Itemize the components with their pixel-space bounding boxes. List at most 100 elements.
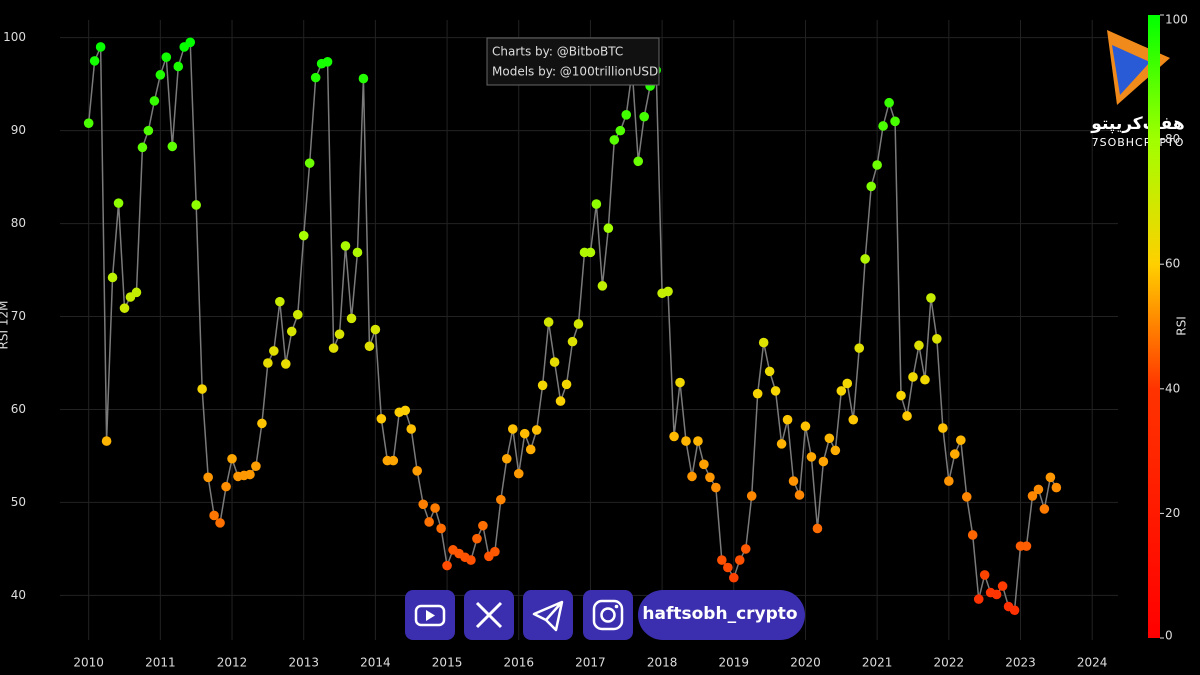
point	[567, 336, 578, 347]
annotation-frame	[486, 37, 660, 86]
point	[257, 418, 267, 429]
colorbar-tick-label: 40	[1165, 381, 1180, 395]
point	[304, 158, 315, 168]
point	[854, 343, 865, 353]
point	[161, 52, 172, 62]
point	[878, 121, 888, 131]
point	[961, 492, 972, 502]
point	[800, 421, 811, 432]
x-tick-label: 2012	[217, 656, 248, 670]
point	[944, 476, 954, 486]
point	[573, 319, 584, 329]
point	[191, 200, 201, 210]
point	[967, 530, 978, 540]
point	[920, 374, 930, 385]
point	[424, 517, 434, 527]
annotation: Models by: @100trillionUSD	[492, 65, 658, 79]
point	[621, 110, 632, 120]
point	[364, 341, 375, 352]
point	[549, 357, 560, 367]
point	[728, 572, 739, 583]
logo: هفت‌کریپتو 7SOBHCRYPTO	[1090, 30, 1185, 149]
x-tick-label: 2023	[1005, 656, 1036, 670]
point	[149, 96, 160, 106]
point	[979, 570, 990, 580]
point	[723, 562, 733, 573]
point	[734, 555, 745, 565]
point	[746, 491, 757, 501]
point	[537, 380, 548, 391]
colorbar-tick-label: 60	[1165, 257, 1180, 271]
point	[501, 453, 512, 464]
point	[185, 37, 196, 48]
y-tick-label: 60	[11, 402, 26, 416]
point	[615, 125, 626, 136]
point	[370, 324, 381, 335]
point	[298, 230, 309, 241]
colorbar	[1148, 15, 1160, 638]
point	[890, 116, 900, 127]
point	[442, 560, 452, 571]
point	[496, 494, 506, 505]
point	[245, 469, 255, 480]
point	[203, 472, 213, 483]
point	[101, 436, 112, 446]
point	[675, 377, 685, 388]
instagram-button[interactable]	[583, 590, 633, 640]
social-bar: haftsobh_crypto	[405, 590, 805, 640]
point	[932, 334, 942, 344]
point	[752, 388, 763, 399]
point	[1045, 472, 1056, 483]
point	[173, 61, 184, 72]
point	[1027, 491, 1038, 501]
x-button[interactable]	[464, 590, 514, 640]
point	[1033, 484, 1044, 495]
point	[472, 533, 482, 544]
handle-pill[interactable]	[638, 590, 805, 640]
point	[543, 317, 554, 327]
handle[interactable]: haftsobh_crypto	[642, 604, 797, 624]
x-tick-label: 2016	[503, 656, 534, 670]
point	[215, 518, 225, 528]
logo-title: هفت‌کریپتو	[1090, 114, 1184, 134]
point	[681, 436, 691, 446]
point	[513, 468, 524, 479]
point	[830, 445, 841, 456]
point	[508, 424, 518, 434]
point	[334, 329, 345, 339]
youtube-button[interactable]	[405, 590, 455, 640]
point	[531, 425, 542, 435]
x-tick-label: 2024	[1077, 656, 1108, 670]
point	[872, 160, 882, 170]
annotation: Charts by: @BitboBTC	[492, 45, 623, 59]
point	[758, 337, 769, 348]
point	[263, 358, 273, 368]
point	[585, 247, 596, 258]
point	[770, 386, 781, 396]
telegram-button[interactable]	[523, 590, 573, 640]
point	[866, 181, 877, 192]
y-tick-label: 50	[11, 495, 26, 509]
point	[902, 411, 912, 421]
point	[251, 461, 261, 471]
point	[609, 135, 620, 145]
point	[1051, 482, 1062, 493]
point	[131, 287, 142, 298]
point	[292, 309, 303, 320]
point	[633, 156, 644, 167]
y-tick-label: 80	[11, 216, 26, 230]
x-tick-label: 2013	[288, 656, 319, 670]
point	[561, 379, 572, 390]
point	[137, 142, 148, 153]
point	[430, 503, 440, 513]
point	[418, 499, 429, 510]
point	[478, 520, 488, 531]
point	[143, 125, 154, 136]
point	[938, 423, 948, 433]
point	[275, 296, 285, 307]
point	[555, 396, 566, 406]
point	[926, 293, 936, 303]
point	[699, 459, 709, 470]
point	[1021, 541, 1032, 551]
